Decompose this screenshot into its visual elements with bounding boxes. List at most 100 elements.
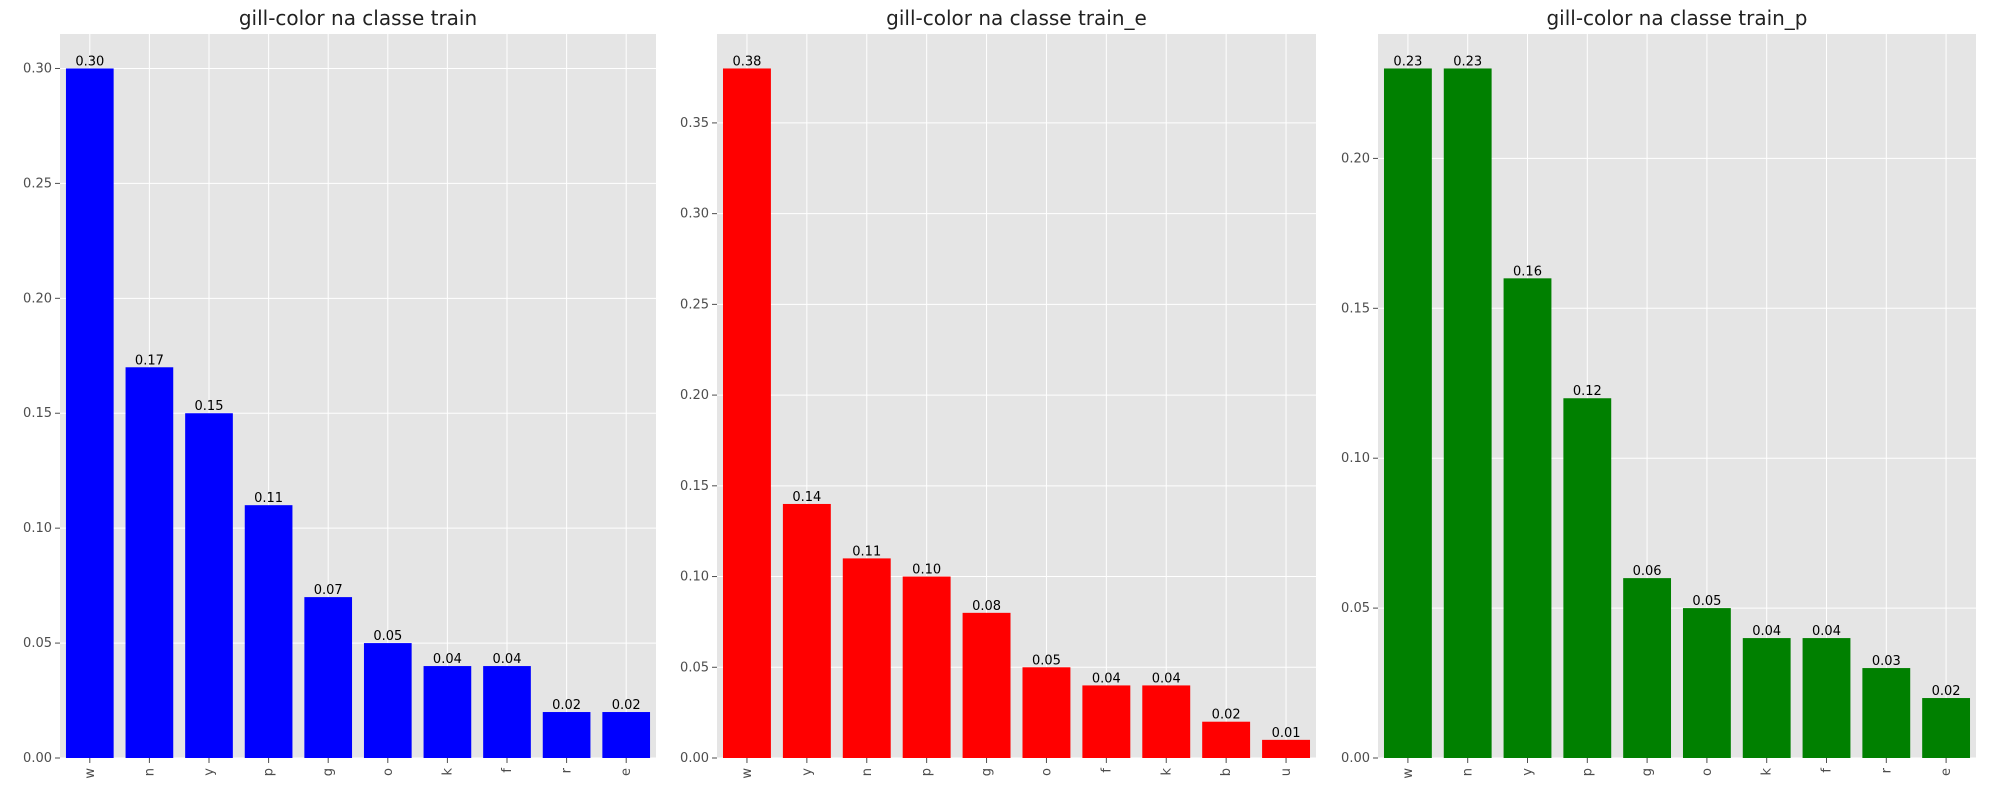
- bar-e: [1922, 698, 1971, 758]
- x-tick-label: r: [1879, 767, 1894, 773]
- bar-w: [65, 68, 114, 758]
- bar-p: [244, 505, 293, 758]
- bar-value-label: 0.05: [1032, 653, 1061, 668]
- bar-n: [1443, 68, 1492, 758]
- x-tick-label: f: [500, 768, 515, 773]
- x-tick-label: g: [1640, 768, 1655, 776]
- bar-value-label: 0.02: [1212, 708, 1241, 723]
- y-tick-label: 0.10: [1341, 451, 1370, 466]
- x-tick-label: o: [381, 768, 396, 776]
- x-tick-label: k: [1760, 768, 1775, 776]
- bar-value-label: 0.02: [552, 698, 581, 713]
- y-tick-label: 0.20: [1341, 151, 1370, 166]
- y-tick-label: 0.20: [680, 388, 709, 403]
- y-tick-label: 0.00: [1341, 751, 1370, 766]
- bar-value-label: 0.04: [1152, 671, 1181, 686]
- x-tick-label: y: [800, 768, 815, 776]
- bar-value-label: 0.14: [792, 490, 821, 505]
- bar-o: [1682, 608, 1731, 758]
- x-tick-label: f: [1099, 768, 1114, 773]
- bar-value-label: 0.10: [912, 563, 941, 578]
- bar-value-label: 0.04: [1812, 624, 1841, 639]
- x-tick-label: e: [1939, 768, 1954, 776]
- x-tick-label: y: [1521, 768, 1536, 776]
- x-tick-label: w: [740, 768, 755, 779]
- x-tick-label: u: [1279, 768, 1294, 776]
- y-tick-label: 0.30: [23, 61, 52, 76]
- x-tick-label: o: [1700, 768, 1715, 776]
- x-tick-label: b: [1219, 768, 1234, 776]
- chart-title: gill-color na classe train: [239, 6, 477, 30]
- bar-g: [962, 612, 1011, 758]
- chart-panel-2: 0.00 0.05 0.10 0.15 0.20 0.25 0.30 0.35 0.38 w 0.1…: [680, 6, 1316, 779]
- bar-value-label: 0.23: [1393, 54, 1422, 69]
- bar-value-label: 0.07: [314, 583, 343, 598]
- y-tick-label: 0.25: [23, 176, 52, 191]
- bar-p: [902, 576, 951, 758]
- bar-value-label: 0.04: [493, 652, 522, 667]
- y-tick-label: 0.05: [23, 636, 52, 651]
- x-tick-label: y: [202, 768, 217, 776]
- bar-g: [304, 597, 353, 758]
- y-tick-label: 0.15: [1341, 301, 1370, 316]
- bar-value-label: 0.11: [852, 544, 881, 559]
- bar-u: [1262, 739, 1311, 758]
- x-tick-label: r: [560, 767, 575, 773]
- bar-value-label: 0.17: [135, 353, 164, 368]
- bar-value-label: 0.30: [75, 54, 104, 69]
- x-tick-label: n: [860, 768, 875, 776]
- chart-panel-3: 0.00 0.05 0.10 0.15 0.20 0.23 w 0.23 n 0.16 y 0.12 p…: [1341, 6, 1976, 779]
- bar-value-label: 0.38: [732, 54, 761, 69]
- x-tick-label: g: [980, 768, 995, 776]
- bar-w: [1383, 68, 1432, 758]
- x-tick-label: g: [321, 768, 336, 776]
- y-tick-label: 0.05: [680, 660, 709, 675]
- bar-n: [125, 367, 174, 758]
- bar-r: [542, 712, 591, 758]
- x-tick-label: n: [1461, 768, 1476, 776]
- bar-p: [1563, 398, 1612, 758]
- x-tick-label: k: [440, 768, 455, 776]
- y-tick-label: 0.10: [680, 570, 709, 585]
- y-tick-label: 0.35: [680, 116, 709, 131]
- x-tick-label: k: [1159, 768, 1174, 776]
- bar-f: [483, 666, 531, 758]
- chart-title: gill-color na classe train_e: [886, 6, 1147, 30]
- x-tick-label: w: [83, 768, 98, 779]
- bar-f: [1802, 638, 1851, 758]
- y-tick-label: 0.00: [23, 751, 52, 766]
- bar-value-label: 0.11: [254, 491, 283, 506]
- x-tick-label: o: [1039, 768, 1054, 776]
- y-tick-label: 0.15: [23, 406, 52, 421]
- x-tick-label: e: [619, 768, 634, 776]
- bar-g: [1623, 578, 1672, 758]
- bar-value-label: 0.04: [1092, 671, 1121, 686]
- bar-b: [1202, 721, 1251, 758]
- y-tick-label: 0.05: [1341, 601, 1370, 616]
- x-tick-label: f: [1820, 768, 1835, 773]
- chart-panel-1: 0.00 0.05 0.10 0.15 0.20 0.25 0.30 0.30 w 0.17 n 0.…: [23, 6, 656, 779]
- bar-value-label: 0.12: [1573, 384, 1602, 399]
- bar-k: [1142, 685, 1191, 758]
- bar-k: [423, 666, 472, 758]
- bar-e: [602, 712, 651, 758]
- bar-o: [363, 643, 412, 758]
- x-tick-label: n: [142, 768, 157, 776]
- bar-value-label: 0.03: [1872, 654, 1901, 669]
- bar-value-label: 0.15: [195, 399, 224, 414]
- bar-y: [1503, 278, 1552, 758]
- bar-o: [1022, 667, 1071, 758]
- x-tick-label: w: [1401, 768, 1416, 779]
- bar-value-label: 0.05: [1692, 594, 1721, 609]
- bar-value-label: 0.05: [373, 629, 402, 644]
- bar-value-label: 0.04: [433, 652, 462, 667]
- x-tick-label: p: [920, 768, 935, 776]
- bar-value-label: 0.02: [612, 698, 641, 713]
- bar-value-label: 0.02: [1932, 684, 1961, 699]
- y-tick-label: 0.20: [23, 291, 52, 306]
- chart-title: gill-color na classe train_p: [1546, 6, 1807, 30]
- bar-n: [842, 558, 891, 758]
- bar-value-label: 0.23: [1453, 54, 1482, 69]
- y-tick-label: 0.30: [680, 207, 709, 222]
